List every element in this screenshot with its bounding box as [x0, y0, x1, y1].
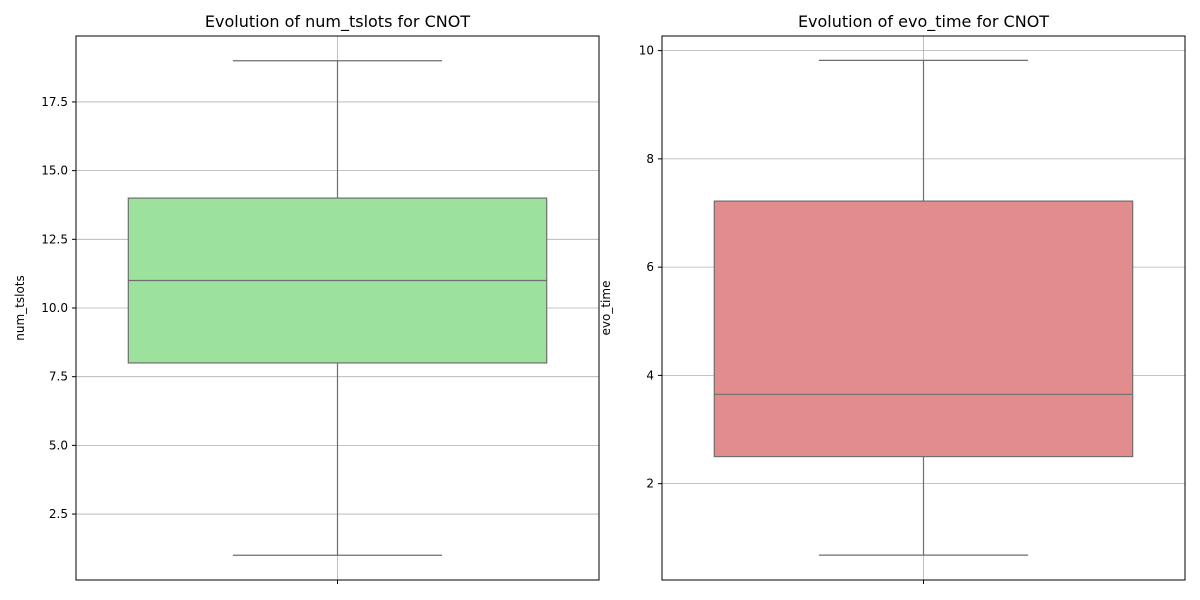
- y-tick-label: 5.0: [49, 438, 68, 452]
- y-axis-label: evo_time: [599, 281, 613, 336]
- y-tick-label: 12.5: [41, 232, 68, 246]
- box-iqr: [713, 200, 1134, 458]
- y-axis-label: num_tslots: [13, 275, 27, 341]
- chart-title: Evolution of evo_time for CNOT: [798, 12, 1049, 32]
- y-tick-label: 8: [646, 152, 654, 166]
- y-tick-label: 7.5: [49, 370, 68, 384]
- y-tick-label: 15.0: [41, 164, 68, 178]
- y-tick-label: 10.0: [41, 301, 68, 315]
- y-tick-label: 17.5: [41, 95, 68, 109]
- y-tick-label: 6: [646, 260, 654, 274]
- chart-panel-1: 2.5 5.0 7.5 10.0 12.5 15.0 17.5 Evolution of nu…: [13, 12, 600, 584]
- chart-panel-2: 2 4 6 8 10 Evolution of evo_time for CNOT evo_…: [599, 12, 1186, 584]
- y-tick-label: 10: [639, 44, 654, 58]
- chart-title: Evolution of num_tslots for CNOT: [205, 12, 470, 32]
- y-tick-label: 2.5: [49, 507, 68, 521]
- y-tick-label: 4: [646, 368, 654, 382]
- y-tick-label: 2: [646, 477, 654, 491]
